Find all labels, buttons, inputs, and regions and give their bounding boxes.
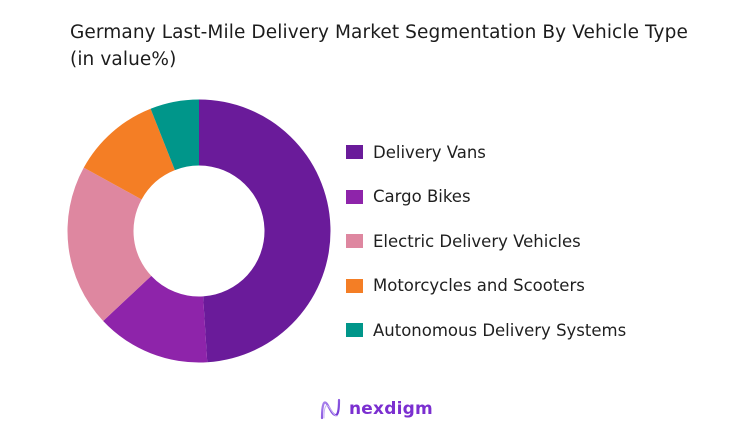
- legend-item-autonomous-delivery-systems: Autonomous Delivery Systems: [346, 319, 626, 341]
- nexdigm-wave-logo-icon: [320, 398, 341, 420]
- legend: Delivery Vans Cargo Bikes Electric Deliv…: [346, 141, 626, 364]
- donut-slice-motorcycles-and-scooters: [83, 108, 175, 200]
- legend-swatch: [346, 278, 363, 293]
- legend-label: Delivery Vans: [373, 142, 486, 162]
- legend-label: Autonomous Delivery Systems: [373, 320, 627, 340]
- legend-item-motorcycles-and-scooters: Motorcycles and Scooters: [346, 275, 626, 297]
- donut-slice-delivery-vans: [199, 99, 331, 363]
- legend-swatch: [346, 145, 363, 159]
- donut-slice-cargo-bikes: [103, 275, 208, 363]
- legend-swatch: [346, 234, 363, 248]
- legend-swatch: [346, 189, 363, 204]
- legend-item-cargo-bikes: Cargo Bikes: [346, 186, 626, 208]
- donut-slice-autonomous-delivery-systems: [150, 99, 199, 171]
- logo-text: nexdigm: [349, 399, 433, 419]
- legend-label: Cargo Bikes: [373, 187, 471, 206]
- legend-swatch: [346, 323, 363, 337]
- nexdigm-logo: nexdigm: [319, 398, 433, 420]
- legend-item-electric-delivery-vehicles: Electric Delivery Vehicles: [346, 230, 626, 252]
- donut-slices: [67, 99, 331, 363]
- legend-label: Motorcycles and Scooters: [373, 276, 585, 295]
- chart-title: Germany Last-Mile Delivery Market Segmen…: [70, 22, 688, 70]
- donut-slice-electric-delivery-vehicles: [67, 167, 152, 322]
- legend-label: Electric Delivery Vehicles: [373, 231, 581, 251]
- legend-item-delivery-vans: Delivery Vans: [346, 141, 626, 163]
